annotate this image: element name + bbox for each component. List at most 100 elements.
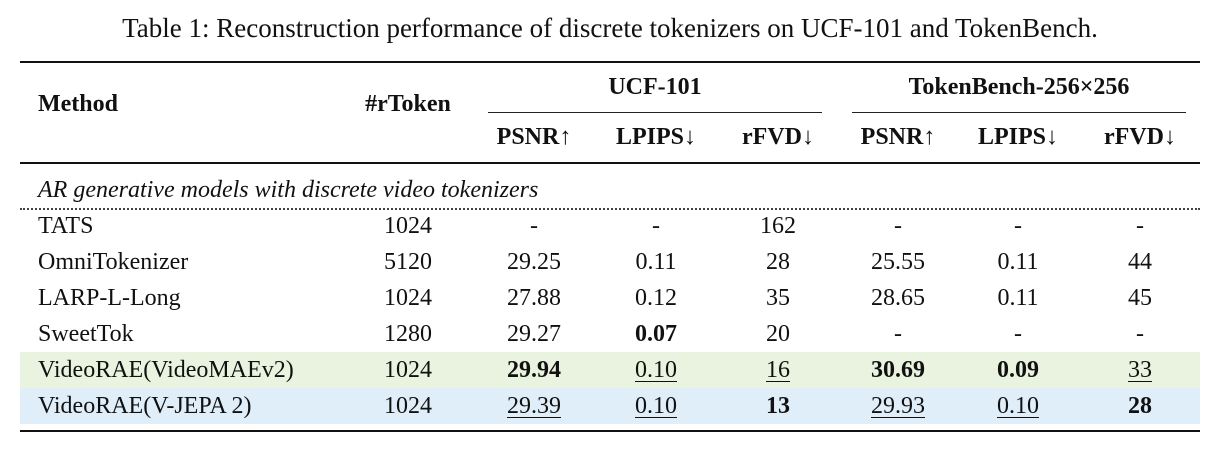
row-rtoken: 1024 xyxy=(384,285,432,311)
tokenbench-group-rule xyxy=(852,112,1186,113)
header-col-lpips-ucf: LPIPS↓ xyxy=(615,124,696,150)
row-value: - xyxy=(894,321,902,347)
header-col-lpips-tb: LPIPS↓ xyxy=(977,124,1058,150)
row-method: VideoRAE(VideoMAEv2) xyxy=(38,357,294,383)
row-method: SweetTok xyxy=(38,321,134,347)
header-col-psnr-tb: PSNR↑ xyxy=(860,124,936,150)
row-value: 0.09 xyxy=(997,357,1039,383)
row-value: 162 xyxy=(760,213,796,239)
row-cell: 0.11 xyxy=(596,244,716,280)
section-label: AR generative models with discrete video… xyxy=(38,177,539,203)
row-value: - xyxy=(1014,213,1022,239)
row-value: 27.88 xyxy=(507,285,561,311)
row-cell: 29.25 xyxy=(474,244,594,280)
row-cell: 29.93 xyxy=(838,388,958,424)
row-value: - xyxy=(1014,321,1022,347)
row-cell: - xyxy=(1080,316,1200,352)
row-cell: 28 xyxy=(718,244,838,280)
row-cell: - xyxy=(474,208,594,244)
row-value: 28 xyxy=(766,249,790,275)
row-cell: 0.09 xyxy=(958,352,1078,388)
row-value: 29.27 xyxy=(507,321,561,347)
highlight-row-videomaev2 xyxy=(20,352,1200,388)
row-cell: 44 xyxy=(1080,244,1200,280)
section-dotted-rule xyxy=(20,208,1200,210)
row-value: 29.93 xyxy=(871,393,925,419)
row-cell: 27.88 xyxy=(474,280,594,316)
row-method: LARP-L-Long xyxy=(38,285,181,311)
row-value: 20 xyxy=(766,321,790,347)
header-col-psnr-ucf: PSNR↑ xyxy=(496,124,572,150)
header-method: Method xyxy=(38,91,118,117)
row-cell: 13 xyxy=(718,388,838,424)
row-cell: 0.11 xyxy=(958,244,1078,280)
row-cell: 29.94 xyxy=(474,352,594,388)
row-value: - xyxy=(530,213,538,239)
row-value: 0.10 xyxy=(635,357,677,383)
row-cell: 28.65 xyxy=(838,280,958,316)
row-cell: 16 xyxy=(718,352,838,388)
ucf-group-rule xyxy=(488,112,822,113)
row-cell: 0.07 xyxy=(596,316,716,352)
row-method: TATS xyxy=(38,213,94,239)
row-cell: 0.10 xyxy=(596,352,716,388)
row-cell: 30.69 xyxy=(838,352,958,388)
row-cell: 0.12 xyxy=(596,280,716,316)
row-rtoken: 1280 xyxy=(384,321,432,347)
header-rtoken: #rToken xyxy=(365,91,451,117)
header-col-rfvd-ucf: rFVD↓ xyxy=(742,124,814,150)
table-caption: Table 1: Reconstruction performance of d… xyxy=(122,13,1098,43)
header-col-rfvd-tb: rFVD↓ xyxy=(1104,124,1176,150)
row-rtoken: 5120 xyxy=(384,249,432,275)
row-value: 0.07 xyxy=(635,321,677,347)
row-value: 0.11 xyxy=(635,249,677,275)
row-rtoken: 1024 xyxy=(384,357,432,383)
row-cell: 35 xyxy=(718,280,838,316)
row-cell: - xyxy=(1080,208,1200,244)
row-method: VideoRAE(V-JEPA 2) xyxy=(38,393,252,419)
row-value: 0.11 xyxy=(997,249,1039,275)
row-value: 0.10 xyxy=(635,393,677,419)
row-cell: 29.39 xyxy=(474,388,594,424)
row-cell: 33 xyxy=(1080,352,1200,388)
row-value: - xyxy=(1136,213,1144,239)
row-value: 29.25 xyxy=(507,249,561,275)
row-value: 45 xyxy=(1128,285,1152,311)
row-cell: - xyxy=(838,208,958,244)
row-value: 30.69 xyxy=(871,357,925,383)
row-cell: 45 xyxy=(1080,280,1200,316)
row-cell: - xyxy=(958,316,1078,352)
row-cell: 25.55 xyxy=(838,244,958,280)
row-cell: 29.27 xyxy=(474,316,594,352)
row-method: OmniTokenizer xyxy=(38,249,189,275)
row-rtoken: 1024 xyxy=(384,393,432,419)
row-value: 16 xyxy=(766,357,790,383)
header-rule xyxy=(20,162,1200,164)
row-value: 29.94 xyxy=(507,357,561,383)
header-group-tokenbench: TokenBench-256×256 xyxy=(908,74,1130,100)
row-value: 29.39 xyxy=(507,393,561,419)
row-value: - xyxy=(894,213,902,239)
row-cell: 20 xyxy=(718,316,838,352)
row-cell: - xyxy=(838,316,958,352)
row-cell: - xyxy=(958,208,1078,244)
row-cell: 0.10 xyxy=(958,388,1078,424)
top-rule xyxy=(20,61,1200,63)
row-rtoken: 1024 xyxy=(384,213,432,239)
row-cell: 162 xyxy=(718,208,838,244)
row-value: 0.11 xyxy=(997,285,1039,311)
row-cell: 28 xyxy=(1080,388,1200,424)
row-value: - xyxy=(1136,321,1144,347)
row-value: 44 xyxy=(1128,249,1152,275)
bottom-rule xyxy=(20,430,1200,432)
highlight-row-vjepa2 xyxy=(20,388,1200,424)
row-value: - xyxy=(652,213,660,239)
row-cell: - xyxy=(596,208,716,244)
row-cell: 0.11 xyxy=(958,280,1078,316)
header-group-ucf101: UCF-101 xyxy=(608,74,702,100)
row-value: 28 xyxy=(1128,393,1152,419)
row-value: 0.10 xyxy=(997,393,1039,419)
row-value: 13 xyxy=(766,393,790,419)
row-cell: 0.10 xyxy=(596,388,716,424)
row-value: 33 xyxy=(1128,357,1152,383)
